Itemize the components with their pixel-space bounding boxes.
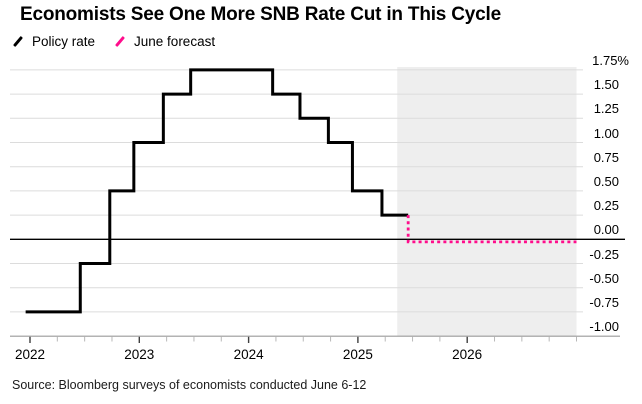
chart-title: Economists See One More SNB Rate Cut in … bbox=[20, 4, 501, 25]
y-axis-label: 0.00 bbox=[593, 222, 619, 238]
x-axis-label: 2022 bbox=[14, 347, 46, 362]
legend: Policy rate June forecast bbox=[12, 34, 215, 49]
y-axis-label: 1.00 bbox=[593, 125, 619, 141]
legend-label-policy-rate: Policy rate bbox=[32, 34, 96, 49]
x-axis-label: 2024 bbox=[233, 347, 264, 362]
y-axis-label: -0.75 bbox=[589, 294, 619, 310]
y-axis-label: 0.50 bbox=[593, 173, 619, 189]
legend-item-june-forecast: June forecast bbox=[114, 34, 215, 49]
x-axis-label: 2025 bbox=[342, 347, 373, 362]
x-axis-label: 2026 bbox=[452, 347, 483, 362]
y-axis-label: 1.25 bbox=[593, 101, 619, 117]
y-axis-label: -0.50 bbox=[589, 270, 619, 286]
source-note: Source: Bloomberg surveys of economists … bbox=[12, 378, 367, 392]
y-axis-label: 0.25 bbox=[593, 198, 619, 214]
legend-item-policy-rate: Policy rate bbox=[12, 34, 95, 49]
y-axis-label: 1.50 bbox=[593, 77, 619, 93]
x-axis-label: 2023 bbox=[124, 347, 155, 362]
forecast-shaded-region bbox=[397, 67, 577, 337]
y-axis-label: 0.75 bbox=[593, 149, 619, 165]
legend-label-june-forecast: June forecast bbox=[134, 34, 216, 49]
y-axis-label: -0.25 bbox=[589, 246, 619, 262]
y-axis-label: 1.75% bbox=[592, 52, 629, 68]
y-axis-label: -1.00 bbox=[589, 319, 619, 335]
policy-rate-line bbox=[25, 68, 409, 314]
june-forecast-line bbox=[406, 215, 577, 244]
